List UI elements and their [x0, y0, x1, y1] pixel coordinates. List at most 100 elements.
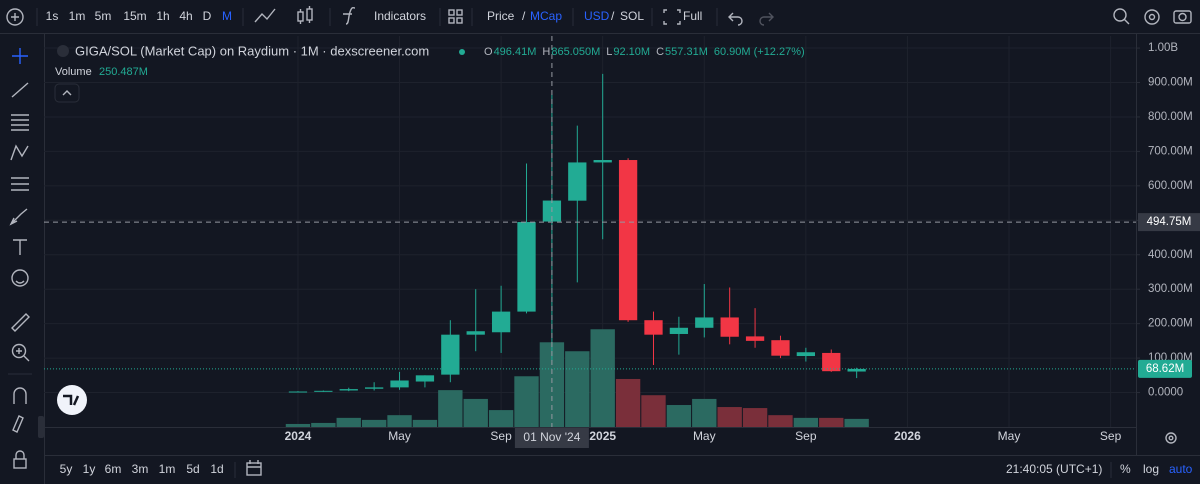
interval-button[interactable]: D: [203, 9, 212, 23]
log-toggle[interactable]: log: [1143, 462, 1159, 476]
volume-bar: [590, 329, 615, 427]
interval-button[interactable]: M: [222, 9, 232, 23]
magnet-tool[interactable]: [13, 387, 27, 404]
crosshair-y-box: [1138, 213, 1200, 232]
lock-tool[interactable]: [13, 450, 27, 469]
separator: /: [611, 9, 615, 23]
collapse-legend[interactable]: [54, 83, 80, 103]
y-tick-label: 300.00M: [1148, 283, 1193, 295]
candle-body: [669, 327, 689, 334]
usd-toggle[interactable]: USD: [584, 9, 610, 23]
x-tick-label: May: [693, 429, 716, 443]
y-tick-label: 0.0000: [1148, 387, 1183, 399]
interval-button[interactable]: 1m: [69, 9, 86, 23]
volume-bar: [514, 376, 539, 427]
interval-button[interactable]: 15m: [123, 9, 146, 23]
x-tick-label: 2025: [589, 429, 616, 443]
x-tick-label: 2026: [894, 429, 921, 443]
range-button[interactable]: 1d: [210, 462, 223, 476]
indicators-icon[interactable]: [343, 6, 356, 25]
last-price-box: [1138, 359, 1192, 378]
clock: 21:40:05 (UTC+1): [1006, 462, 1102, 476]
last-price-label: 68.62M: [1146, 363, 1184, 375]
volume-bar: [692, 398, 717, 427]
volume-bar: [438, 390, 463, 427]
range-button[interactable]: 5d: [186, 462, 199, 476]
sol-toggle[interactable]: SOL: [620, 9, 644, 23]
brush-tool[interactable]: [9, 208, 28, 226]
volume-bar: [412, 419, 438, 427]
candle-body: [822, 352, 841, 372]
volume-bar: [615, 378, 641, 427]
candle-body: [466, 331, 485, 335]
volume-bar: [387, 415, 412, 427]
search-icon[interactable]: [1113, 8, 1130, 25]
fullscreen-button[interactable]: Full: [683, 9, 702, 23]
candle-body: [288, 391, 308, 393]
trendline-tool[interactable]: [11, 82, 29, 98]
candle-body: [314, 390, 333, 392]
x-tick-label: May: [388, 429, 411, 443]
range-button[interactable]: 3m: [132, 462, 149, 476]
snapshot-icon[interactable]: [1173, 10, 1192, 24]
y-tick-label: 700.00M: [1148, 145, 1193, 157]
sidebar-toggle[interactable]: [38, 416, 44, 438]
fullscreen-icon[interactable]: [663, 9, 681, 25]
candle-body: [364, 387, 384, 389]
range-button[interactable]: 5y: [60, 462, 73, 476]
x-tick-label: Sep: [1100, 429, 1122, 443]
volume-bar: [717, 407, 742, 427]
mcap-toggle[interactable]: MCap: [530, 9, 562, 23]
info-value: 496.41M: [494, 46, 537, 58]
text-tool[interactable]: [13, 239, 27, 255]
interval-button[interactable]: 1h: [156, 9, 169, 23]
zoom-tool[interactable]: [11, 343, 30, 362]
date-range-icon[interactable]: [246, 460, 262, 476]
emoji-tool[interactable]: [11, 269, 29, 287]
candle-body: [491, 311, 511, 333]
settings-icon[interactable]: [1144, 9, 1160, 25]
fib-tool[interactable]: [11, 114, 29, 131]
ruler-tool[interactable]: [11, 313, 30, 332]
market-status: [459, 49, 465, 55]
candle-body: [644, 320, 663, 335]
layout-icon[interactable]: [448, 9, 463, 24]
interval-button[interactable]: 1s: [46, 9, 59, 23]
pattern-tool[interactable]: [10, 144, 29, 161]
interval-button[interactable]: 5m: [95, 9, 112, 23]
candle-body: [390, 380, 409, 388]
auto-toggle[interactable]: auto: [1169, 462, 1193, 476]
volume-bar: [311, 422, 336, 427]
axis-settings[interactable]: [1165, 432, 1177, 444]
volume-bar: [285, 423, 311, 427]
candle-body: [568, 162, 587, 201]
candle-body: [847, 368, 866, 372]
toolbar-icons: [6, 6, 1192, 26]
interval-button[interactable]: 4h: [179, 9, 192, 23]
percent-toggle[interactable]: %: [1120, 462, 1131, 476]
crosshair-tool[interactable]: [12, 48, 28, 64]
undo-icon[interactable]: [728, 12, 743, 26]
range-button[interactable]: 6m: [105, 462, 122, 476]
crosshair-x-box: [514, 428, 589, 448]
lock-draw-tool[interactable]: [12, 415, 24, 433]
candle-body: [720, 317, 739, 337]
range-button[interactable]: 1y: [83, 462, 96, 476]
price-toggle[interactable]: Price: [487, 9, 515, 23]
add-symbol[interactable]: [6, 8, 24, 26]
toolbar: Indicators Price / MCap USD / SOL Full 1…: [46, 9, 703, 23]
candles-icon[interactable]: [297, 6, 313, 24]
volume-bar: [666, 405, 692, 427]
x-tick-label: May: [998, 429, 1021, 443]
candle-body: [517, 222, 536, 312]
chart-title: GIGA/SOL (Market Cap) on Raydium · 1M · …: [75, 43, 429, 58]
x-tick-label: 2024: [285, 429, 312, 443]
indicators-button[interactable]: Indicators: [374, 9, 426, 23]
drawing-tools: [8, 48, 44, 469]
projection-tool[interactable]: [11, 177, 29, 191]
info-value: 557.31M: [665, 46, 708, 58]
redo-icon[interactable]: [759, 12, 774, 26]
range-button[interactable]: 1m: [159, 462, 176, 476]
line-chart-icon[interactable]: [254, 8, 276, 23]
candle-body: [415, 375, 435, 382]
